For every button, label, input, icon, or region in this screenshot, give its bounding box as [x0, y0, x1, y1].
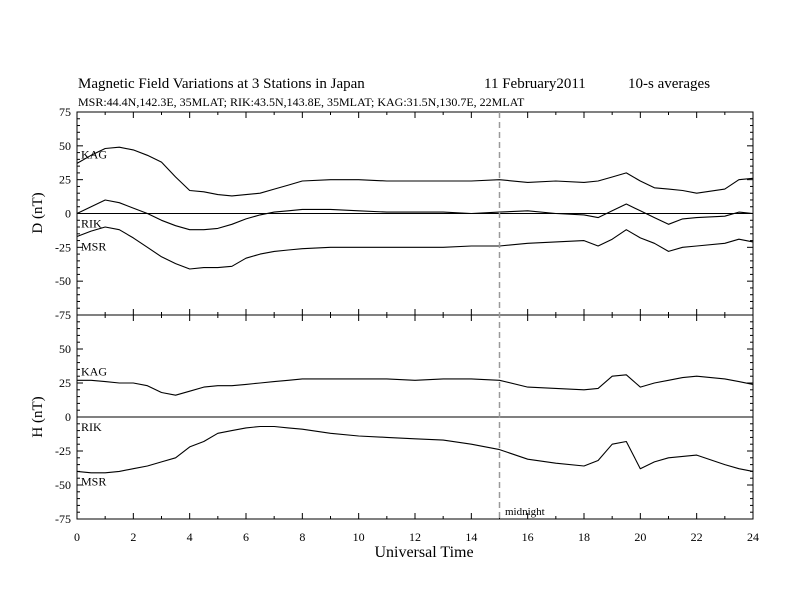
- h-label-kag: KAG: [81, 364, 107, 378]
- x-tick-label: 16: [522, 530, 534, 544]
- d-ytick-label: 25: [59, 173, 71, 187]
- midnight-label: midnight: [505, 506, 545, 518]
- d-label-rik: RIK: [81, 217, 102, 231]
- chart-date: 11 February2011: [484, 76, 586, 92]
- x-tick-label: 8: [299, 530, 305, 544]
- h-ytick-label: -25: [55, 444, 71, 458]
- chart-averaging: 10-s averages: [628, 76, 710, 92]
- station-info: MSR:44.4N,142.3E, 35MLAT; RIK:43.5N,143.…: [78, 95, 525, 109]
- x-tick-label: 14: [465, 530, 477, 544]
- d-series-rik: [76, 199, 754, 231]
- x-tick-label: 12: [409, 530, 421, 544]
- x-tick-label: 6: [243, 530, 249, 544]
- d-axis-label: D (nT): [30, 192, 46, 233]
- d-label-kag: KAG: [81, 147, 107, 161]
- d-ytick-label: -50: [55, 274, 71, 288]
- x-tick-label: 10: [353, 530, 365, 544]
- h-label-msr: MSR: [81, 474, 106, 488]
- x-tick-label: 22: [691, 530, 703, 544]
- h-series-msr: [76, 425, 754, 474]
- x-tick-label: 4: [187, 530, 193, 544]
- d-ytick-label: 50: [59, 139, 71, 153]
- d-ytick-label: 75: [59, 105, 71, 119]
- x-tick-label: 20: [634, 530, 646, 544]
- chart-title: Magnetic Field Variations at 3 Stations …: [78, 76, 365, 92]
- h-ytick-label: -50: [55, 478, 71, 492]
- h-series-kag: [77, 374, 754, 396]
- d-component-panel: -75 -50 -25 0 25 50 75 KAG RIK MSR: [55, 105, 754, 322]
- d-label-msr: MSR: [81, 240, 106, 254]
- d-series-msr: [76, 226, 754, 270]
- x-tick-label: 2: [130, 530, 136, 544]
- d-series-kag: [76, 146, 754, 197]
- x-tick-label: 24: [747, 530, 759, 544]
- d-ytick-label: 0: [65, 207, 71, 221]
- h-ytick-label: 0: [65, 410, 71, 424]
- h-axis-label: H (nT): [30, 396, 46, 437]
- h-component-panel: -75 -50 -25 0 25 50 KAG RIK MSR: [55, 314, 754, 526]
- d-ytick-label: -25: [55, 240, 71, 254]
- x-tick-label: 18: [578, 530, 590, 544]
- h-label-rik: RIK: [81, 420, 102, 434]
- h-ytick-label: 50: [59, 342, 71, 356]
- d-ytick-label: -75: [55, 308, 71, 322]
- h-ytick-label: -75: [55, 512, 71, 526]
- x-axis-label: Universal Time: [374, 544, 473, 561]
- x-tick-label: 0: [74, 530, 80, 544]
- h-ytick-label: 25: [59, 376, 71, 390]
